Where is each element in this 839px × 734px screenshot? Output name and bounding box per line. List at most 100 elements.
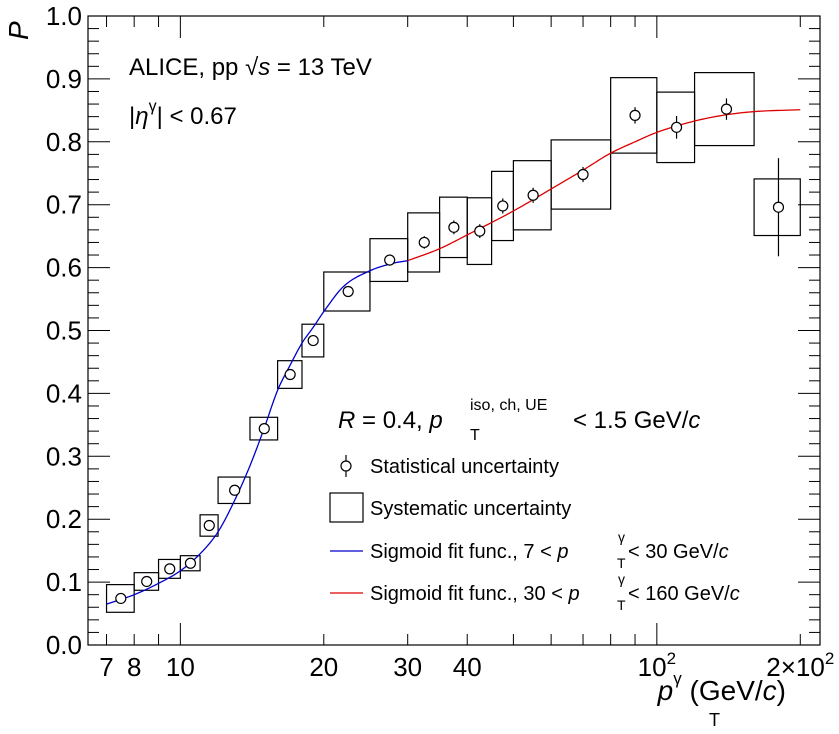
syst-box [199,514,219,537]
data-point [284,368,296,381]
x-tick-label: 102 [638,649,676,682]
legend-fit-blue-sub: T [617,555,626,571]
svg-text:Sigmoid fit func., 7 < p: Sigmoid fit func., 7 < p [370,541,568,563]
svg-text:Sigmoid fit func., 30 < p: Sigmoid fit func., 30 < p [370,583,580,605]
y-tick-label: 0.3 [46,441,82,471]
syst-box [249,416,279,441]
x-axis-label-units-c: c [763,675,777,706]
axis-ticks [88,15,820,646]
data-point [418,236,430,249]
legend-fit-red-sub: T [617,597,626,613]
x-axis-label-main: p [657,675,674,706]
data-point [384,254,396,266]
x-tick-label: 2×102 [766,649,834,682]
x-tick-label: 40 [453,652,482,682]
data-point [577,168,589,181]
legend-stat-label: Statistical uncertainty [370,456,559,478]
y-tick-label: 0.9 [46,64,82,94]
x-tick-label-base: 10 [166,652,195,682]
cone-sub: T [470,427,480,444]
x-tick-label-sup: 2 [667,649,676,668]
data-point [307,334,319,347]
fit-red [407,109,801,262]
legend-fit-red-suffix: < 160 GeV/ [628,583,730,605]
annotations: ALICE, pp √s = 13 TeV |ηγ| < 0.67 R = 0.… [129,54,700,444]
data-point [141,575,153,588]
data-point [229,484,241,496]
svg-text:< 30 GeV/c: < 30 GeV/c [628,541,729,563]
legend-fit-red: Sigmoid fit func., 30 < p γ T < 160 GeV/… [330,571,740,613]
data-point [448,221,460,233]
cone-end: < 1.5 GeV/ [573,407,689,434]
y-tick-label: 0.6 [46,253,82,283]
data-point [720,103,733,115]
x-tick-label: 7 [99,652,113,682]
legend-fit-red-p: p [567,583,579,605]
eta-symbol: η [135,103,148,130]
legend-fit-blue: Sigmoid fit func., 7 < p γ T < 30 GeV/c [330,529,729,571]
x-tick-label: 20 [309,652,338,682]
y-tick-label: 0.0 [46,630,82,660]
experiment-s: s [258,54,270,81]
legend-fit-red-sup: γ [618,571,625,587]
eta-close: | < 0.67 [157,103,237,130]
x-axis-label-units: (GeV/ [682,675,763,706]
syst-box [753,178,801,237]
syst-box [323,271,371,312]
x-axis-label-units-close: ) [777,675,786,706]
y-tick-label: 1.0 [46,1,82,31]
svg-text:< 1.5 GeV/c: < 1.5 GeV/c [573,407,700,434]
experiment-label: ALICE, pp √s = 13 TeV [129,54,372,81]
eta-open: | [129,103,135,130]
data-point [184,557,197,569]
y-axis-label: P [3,21,34,40]
legend-fit-blue-prefix: Sigmoid fit func., 7 < [370,541,557,563]
data-point [115,592,127,605]
syst-box [217,476,251,505]
x-axis-label-sub: T [709,710,720,730]
x-tick-label: 10 [166,652,195,682]
data-point [497,200,509,212]
cone-R: R [338,407,355,434]
data-point [772,201,785,213]
data-point [258,423,270,435]
y-tick-label: 0.7 [46,190,82,220]
y-tick-label: 0.8 [46,127,82,157]
legend-fit-blue-suffix: < 30 GeV/ [628,541,719,563]
y-tick-label: 0.1 [46,567,82,597]
data-point [670,121,683,133]
x-axis-label: pγ (GeV/c) T [657,669,786,730]
x-tick-label-base: 10 [638,652,667,682]
data-point [164,563,176,575]
x-tick-label-sup: 2 [825,649,834,668]
legend-syst: Systematic uncertainty [329,492,571,523]
x-tick-label-base: 40 [453,652,482,682]
data-points [115,98,785,605]
cone-mid: = 0.4, [355,407,429,434]
syst-box [693,72,755,147]
syst-box [179,555,201,572]
syst-box [550,139,612,210]
svg-text:R = 0.4, p: R = 0.4, p [338,407,443,434]
legend-fit-red-prefix: Sigmoid fit func., 30 < [370,583,568,605]
data-point [342,285,354,298]
x-tick-label-base: 2×10 [766,652,825,682]
x-axis-label-sup: γ [673,669,682,688]
cone-sup: iso, ch, UE [470,397,547,414]
syst-box [105,584,135,613]
data-point [527,189,539,201]
experiment-prefix: ALICE, pp √ [129,54,259,81]
axis-tick-labels: 0.0 0.1 0.2 0.3 0.4 0.5 0.6 0.7 0.8 0.9 1.0 7 8 10 20 3… [46,1,834,682]
legend-fit-blue-p: p [556,541,568,563]
legend-stat: Statistical uncertainty [340,455,559,478]
fit-blue [106,260,408,605]
legend-fit-blue-c: c [719,541,729,563]
eta-label: |ηγ| < 0.67 [129,98,237,130]
x-tick-label-base: 30 [393,652,422,682]
eta-sup: γ [149,98,157,115]
legend: Statistical uncertainty Systematic uncer… [329,455,740,613]
legend-fit-blue-sup: γ [618,529,625,545]
x-tick-label: 30 [393,652,422,682]
x-tick-label-base: 8 [127,652,141,682]
